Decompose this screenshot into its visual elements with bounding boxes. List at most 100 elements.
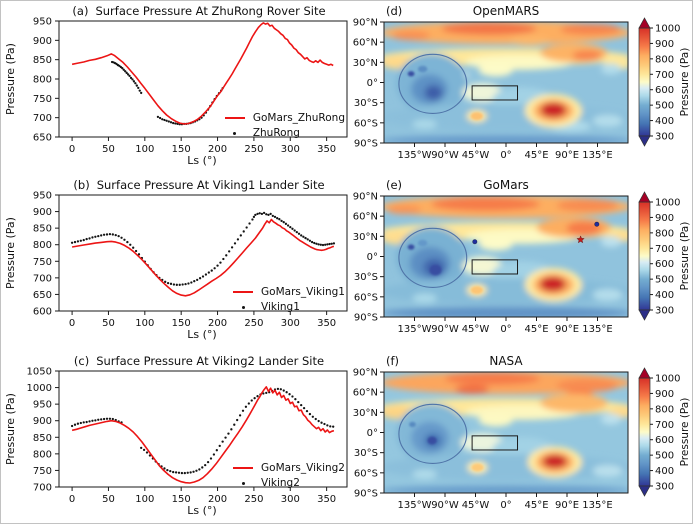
svg-text:850: 850 xyxy=(33,433,52,444)
svg-text:300: 300 xyxy=(281,494,300,505)
panel-c-xlabel: Ls (°) xyxy=(187,504,217,517)
legend-line-swatch xyxy=(224,117,245,119)
legend-line-swatch xyxy=(233,291,254,293)
panel-f-title: NASA xyxy=(489,354,523,368)
legend-dot-swatch xyxy=(233,306,253,309)
svg-text:90°E: 90°E xyxy=(555,324,579,335)
svg-text:135°E: 135°E xyxy=(582,500,612,511)
legend-obs-label: ZhuRong xyxy=(252,127,300,139)
svg-text:800: 800 xyxy=(655,404,674,415)
svg-text:60°N: 60°N xyxy=(353,212,378,223)
legend-obs-label: Viking1 xyxy=(261,301,300,313)
svg-text:90°N: 90°N xyxy=(353,368,378,379)
svg-text:0°: 0° xyxy=(367,78,378,89)
panel-a-title-text: Surface Pressure At ZhuRong Rover Site xyxy=(95,4,326,18)
svg-text:950: 950 xyxy=(33,191,52,202)
svg-text:60°S: 60°S xyxy=(354,118,378,129)
svg-text:1050: 1050 xyxy=(27,367,52,378)
svg-text:600: 600 xyxy=(655,259,674,270)
svg-text:135°W: 135°W xyxy=(398,150,432,161)
svg-text:350: 350 xyxy=(317,494,336,505)
svg-text:0°: 0° xyxy=(500,324,511,335)
panel-a-title: (a) Surface Pressure At ZhuRong Rover Si… xyxy=(47,4,351,18)
svg-text:50: 50 xyxy=(102,144,115,155)
svg-text:900: 900 xyxy=(655,213,674,224)
svg-text:45°W: 45°W xyxy=(462,324,490,335)
svg-text:650: 650 xyxy=(33,290,52,301)
svg-text:900: 900 xyxy=(33,416,52,427)
legend-model-label: GoMars_Viking2 xyxy=(261,462,345,474)
svg-text:800: 800 xyxy=(33,75,52,86)
panel-e-label: (e) xyxy=(386,178,403,192)
svg-text:30°N: 30°N xyxy=(353,232,378,243)
svg-text:60°S: 60°S xyxy=(354,292,378,303)
svg-text:700: 700 xyxy=(33,113,52,124)
legend-entry-model: GoMars_Viking1 xyxy=(233,286,345,298)
svg-text:150: 150 xyxy=(172,144,191,155)
svg-text:135°E: 135°E xyxy=(582,150,612,161)
legend-obs-label: Viking2 xyxy=(261,477,300,489)
svg-text:750: 750 xyxy=(33,257,52,268)
svg-text:900: 900 xyxy=(33,36,52,47)
panel-f-nasa-map: (f) NASA 90°N 60°N 30°N 0° 30°S 60°S 90°S 135°W… xyxy=(353,353,692,523)
svg-text:150: 150 xyxy=(172,494,191,505)
svg-text:30°N: 30°N xyxy=(353,58,378,69)
svg-text:30°S: 30°S xyxy=(354,448,378,459)
svg-text:60°S: 60°S xyxy=(354,468,378,479)
svg-text:45°W: 45°W xyxy=(462,150,490,161)
svg-text:950: 950 xyxy=(33,400,52,411)
legend-entry-obs: Viking1 xyxy=(233,301,345,313)
panel-c-label: (c) xyxy=(73,354,90,368)
panel-c-title-text: Surface Pressure At Viking2 Lander Site xyxy=(96,354,325,368)
svg-text:100: 100 xyxy=(135,144,154,155)
svg-text:700: 700 xyxy=(33,483,52,494)
svg-text:350: 350 xyxy=(317,144,336,155)
panel-a-zhurong-line-chart: (a) Surface Pressure At ZhuRong Rover Si… xyxy=(1,3,363,175)
legend-entry-model: GoMars_ZhuRong xyxy=(224,112,345,124)
svg-text:90°E: 90°E xyxy=(555,150,579,161)
svg-text:800: 800 xyxy=(33,449,52,460)
svg-text:500: 500 xyxy=(655,451,674,462)
svg-text:700: 700 xyxy=(655,244,674,255)
svg-text:500: 500 xyxy=(655,101,674,112)
svg-text:300: 300 xyxy=(281,144,300,155)
legend-entry-obs: ZhuRong xyxy=(225,127,345,139)
svg-text:135°W: 135°W xyxy=(398,324,432,335)
svg-text:Pressure (Pa): Pressure (Pa) xyxy=(679,398,691,467)
legend-line-swatch xyxy=(233,467,254,469)
svg-text:1000: 1000 xyxy=(27,383,52,394)
svg-text:90°E: 90°E xyxy=(555,500,579,511)
svg-text:900: 900 xyxy=(655,39,674,50)
svg-text:800: 800 xyxy=(33,240,52,251)
svg-text:90°S: 90°S xyxy=(354,313,378,324)
svg-text:500: 500 xyxy=(655,275,674,286)
svg-text:700: 700 xyxy=(655,70,674,81)
svg-text:90°S: 90°S xyxy=(354,489,378,500)
svg-text:600: 600 xyxy=(655,85,674,96)
svg-text:750: 750 xyxy=(33,466,52,477)
svg-text:60°N: 60°N xyxy=(353,38,378,49)
svg-text:1000: 1000 xyxy=(655,24,680,35)
panel-a-plot: 650 700 750 800 850 900 950 0 50 100 150 200 250 300 3… xyxy=(33,17,348,155)
panel-b-title-text: Surface Pressure At Viking1 Lander Site xyxy=(96,178,325,192)
svg-text:45°E: 45°E xyxy=(524,324,548,335)
svg-text:90°W: 90°W xyxy=(431,324,459,335)
panel-b-viking1-line-chart: (b) Surface Pressure At Viking1 Lander S… xyxy=(1,177,363,349)
svg-text:135°W: 135°W xyxy=(398,500,432,511)
svg-text:45°E: 45°E xyxy=(524,500,548,511)
panel-b-plot: 600 650 700 750 800 850 900 950 0 50 100 150 200 250 3… xyxy=(33,191,348,329)
panel-d-map: 90°N 60°N 30°N 0° 30°S 60°S 90°S 135°W 90°W 45°W 0… xyxy=(353,17,691,161)
svg-text:650: 650 xyxy=(33,133,52,144)
panel-c-title: (c) Surface Pressure At Viking2 Lander S… xyxy=(47,354,351,368)
panel-d-title: OpenMARS xyxy=(472,4,540,18)
svg-text:0: 0 xyxy=(69,144,75,155)
panel-f-map: 90°N 60°N 30°N 0° 30°S 60°S 90°S 135°W 90°W 45°W 0… xyxy=(353,367,691,511)
svg-text:900: 900 xyxy=(33,207,52,218)
svg-text:200: 200 xyxy=(208,318,227,329)
svg-text:750: 750 xyxy=(33,94,52,105)
legend-dot-swatch xyxy=(233,482,253,485)
legend-entry-model: GoMars_Viking2 xyxy=(233,462,345,474)
panel-b-label: (b) xyxy=(73,178,90,192)
svg-text:800: 800 xyxy=(655,54,674,65)
svg-text:30°S: 30°S xyxy=(354,272,378,283)
